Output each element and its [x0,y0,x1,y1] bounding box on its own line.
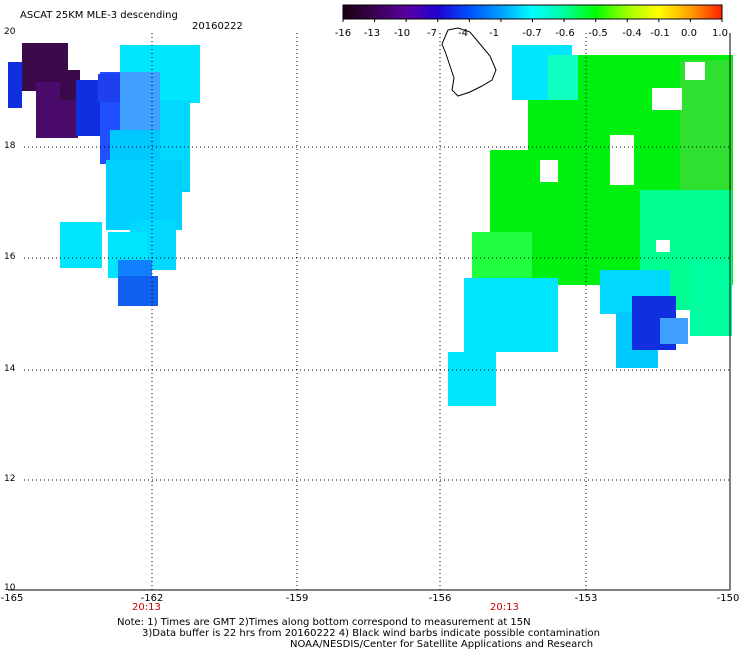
lon-label: -165 [0,593,24,604]
lat-label: 16 [4,252,16,262]
colorbar [342,4,723,22]
lon-label: -153 [574,593,598,604]
data-cell [8,62,22,108]
data-gap [540,160,558,182]
colorbar-tick-label: -10 [393,28,411,39]
colorbar-tick-label: -0.6 [555,28,575,39]
colorbar-tick-label: -0.4 [622,28,642,39]
colorbar-tick-label: -0.1 [650,28,670,39]
data-cell [690,260,732,336]
product-title: ASCAT 25KM MLE-3 descending [20,10,178,21]
data-cell [464,278,558,352]
footnote-line-1: Note: 1) Times are GMT 2)Times along bot… [117,617,531,628]
colorbar-tick-label: -16 [334,28,352,39]
lon-label: -159 [285,593,309,604]
data-gap [685,62,705,80]
lon-label: -156 [428,593,452,604]
colorbar-tick-label: -7 [427,28,437,39]
colorbar-tick-label: -0.7 [522,28,542,39]
lon-label: -150 [716,593,740,604]
lon-label: -162 [140,593,164,604]
data-cell [60,70,80,100]
footnote-line-2: 3)Data buffer is 22 hrs from 20160222 4)… [142,628,600,639]
lat-label: 18 [4,141,16,151]
graticule [24,33,730,590]
colorbar-tick-label: -1 [489,28,499,39]
colorbar-tick-label: 1.0 [712,28,728,39]
data-cell [118,276,158,306]
colorbar-tick-label: 0.0 [681,28,697,39]
coastline [441,27,497,97]
wind-data-patches [8,43,733,406]
lat-label: 10 [4,583,16,593]
data-cell [106,160,182,230]
colorbar-gradient [342,4,723,20]
time-label: 20:13 [132,602,161,613]
data-cell [548,55,578,100]
data-gap [656,240,670,252]
footnote-line-3: NOAA/NESDIS/Center for Satellite Applica… [290,639,594,650]
colorbar-tick-label: -13 [363,28,381,39]
data-cell [680,60,732,190]
data-cell [660,318,688,344]
data-cell [472,232,532,284]
colorbar-tick-label: -4 [458,28,468,39]
data-cell [120,72,160,132]
data-cell [118,260,152,278]
time-label: 20:13 [490,602,519,613]
product-date: 20160222 [192,21,243,32]
colorbar-tick-label: -0.5 [588,28,608,39]
lat-label: 12 [4,474,16,484]
data-cell [98,74,120,102]
data-gap [652,88,682,110]
data-cell [60,222,102,268]
lat-label: 14 [4,364,16,374]
data-cell [448,352,496,406]
lat-label: 20 [4,27,16,37]
data-gap [610,135,634,185]
